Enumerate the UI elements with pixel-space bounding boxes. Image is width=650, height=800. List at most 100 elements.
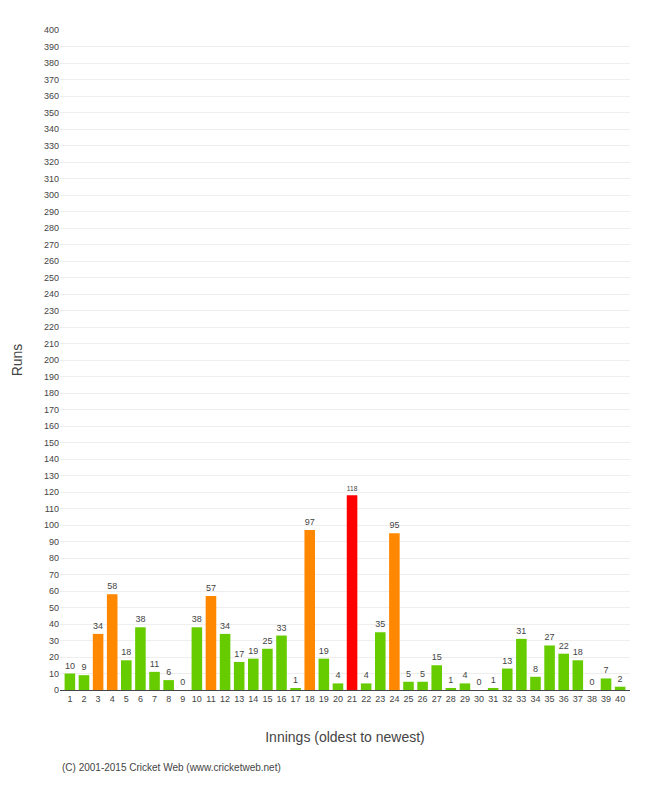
svg-text:38: 38 — [587, 694, 597, 704]
svg-text:25: 25 — [262, 636, 272, 646]
svg-text:10: 10 — [49, 669, 59, 679]
svg-text:19: 19 — [319, 694, 329, 704]
svg-text:30: 30 — [474, 694, 484, 704]
svg-text:250: 250 — [44, 273, 59, 283]
svg-text:118: 118 — [347, 485, 358, 492]
svg-text:18: 18 — [573, 647, 583, 657]
svg-text:97: 97 — [305, 517, 315, 527]
svg-text:1: 1 — [491, 675, 496, 685]
svg-text:210: 210 — [44, 339, 59, 349]
svg-text:0: 0 — [180, 677, 185, 687]
svg-text:Innings (oldest to newest): Innings (oldest to newest) — [265, 729, 425, 745]
svg-text:34: 34 — [93, 621, 103, 631]
svg-text:39: 39 — [601, 694, 611, 704]
svg-text:13: 13 — [502, 656, 512, 666]
svg-text:8: 8 — [533, 664, 538, 674]
svg-text:58: 58 — [107, 581, 117, 591]
svg-text:1: 1 — [293, 675, 298, 685]
svg-text:1: 1 — [67, 694, 72, 704]
svg-text:38: 38 — [135, 614, 145, 624]
svg-text:28: 28 — [446, 694, 456, 704]
svg-text:0: 0 — [54, 685, 59, 695]
svg-text:32: 32 — [502, 694, 512, 704]
svg-text:70: 70 — [49, 570, 59, 580]
svg-text:23: 23 — [375, 694, 385, 704]
svg-text:31: 31 — [516, 626, 526, 636]
svg-text:95: 95 — [389, 520, 399, 530]
svg-text:7: 7 — [152, 694, 157, 704]
svg-text:220: 220 — [44, 322, 59, 332]
svg-text:240: 240 — [44, 289, 59, 299]
svg-text:20: 20 — [333, 694, 343, 704]
svg-text:100: 100 — [44, 520, 59, 530]
svg-text:280: 280 — [44, 223, 59, 233]
svg-text:350: 350 — [44, 108, 59, 118]
svg-text:340: 340 — [44, 124, 59, 134]
svg-text:6: 6 — [166, 667, 171, 677]
svg-text:35: 35 — [545, 694, 555, 704]
svg-text:360: 360 — [44, 91, 59, 101]
svg-text:200: 200 — [44, 355, 59, 365]
svg-text:1: 1 — [448, 675, 453, 685]
svg-text:380: 380 — [44, 58, 59, 68]
svg-text:160: 160 — [44, 421, 59, 431]
svg-text:33: 33 — [277, 623, 287, 633]
svg-text:80: 80 — [49, 553, 59, 563]
svg-text:0: 0 — [589, 677, 594, 687]
svg-text:130: 130 — [44, 471, 59, 481]
svg-text:4: 4 — [462, 670, 467, 680]
svg-text:29: 29 — [460, 694, 470, 704]
svg-text:57: 57 — [206, 583, 216, 593]
svg-text:Runs: Runs — [9, 344, 25, 377]
svg-text:330: 330 — [44, 141, 59, 151]
svg-text:19: 19 — [248, 646, 258, 656]
svg-text:21: 21 — [347, 694, 357, 704]
svg-text:5: 5 — [406, 669, 411, 679]
svg-text:8: 8 — [166, 694, 171, 704]
svg-text:270: 270 — [44, 240, 59, 250]
svg-text:11: 11 — [150, 659, 159, 669]
svg-text:30: 30 — [49, 636, 59, 646]
svg-text:400: 400 — [44, 25, 59, 35]
svg-text:60: 60 — [49, 586, 59, 596]
svg-text:25: 25 — [403, 694, 413, 704]
svg-text:(C) 2001-2015 Cricket Web (www: (C) 2001-2015 Cricket Web (www.cricketwe… — [62, 762, 281, 773]
svg-text:15: 15 — [432, 652, 442, 662]
svg-text:3: 3 — [96, 694, 101, 704]
svg-text:140: 140 — [44, 454, 59, 464]
svg-text:22: 22 — [361, 694, 371, 704]
svg-text:190: 190 — [44, 372, 59, 382]
svg-text:20: 20 — [49, 652, 59, 662]
svg-text:260: 260 — [44, 256, 59, 266]
svg-text:180: 180 — [44, 388, 59, 398]
svg-text:34: 34 — [530, 694, 540, 704]
svg-text:6: 6 — [138, 694, 143, 704]
svg-text:34: 34 — [220, 621, 230, 631]
svg-text:17: 17 — [291, 694, 301, 704]
svg-text:230: 230 — [44, 306, 59, 316]
svg-text:150: 150 — [44, 438, 59, 448]
svg-text:11: 11 — [206, 694, 215, 704]
svg-text:370: 370 — [44, 75, 59, 85]
svg-text:9: 9 — [81, 662, 86, 672]
svg-text:37: 37 — [573, 694, 583, 704]
svg-text:4: 4 — [335, 670, 340, 680]
svg-text:15: 15 — [262, 694, 272, 704]
svg-text:24: 24 — [389, 694, 399, 704]
svg-text:16: 16 — [277, 694, 287, 704]
svg-text:10: 10 — [192, 694, 202, 704]
svg-text:320: 320 — [44, 157, 59, 167]
svg-text:0: 0 — [477, 677, 482, 687]
svg-text:13: 13 — [234, 694, 244, 704]
svg-text:2: 2 — [618, 674, 623, 684]
svg-text:390: 390 — [44, 42, 59, 52]
svg-text:120: 120 — [44, 487, 59, 497]
svg-text:5: 5 — [124, 694, 129, 704]
svg-text:22: 22 — [559, 641, 569, 651]
svg-text:40: 40 — [615, 694, 625, 704]
svg-text:27: 27 — [432, 694, 442, 704]
svg-text:18: 18 — [305, 694, 315, 704]
svg-text:33: 33 — [516, 694, 526, 704]
svg-text:7: 7 — [604, 665, 609, 675]
svg-text:5: 5 — [420, 669, 425, 679]
